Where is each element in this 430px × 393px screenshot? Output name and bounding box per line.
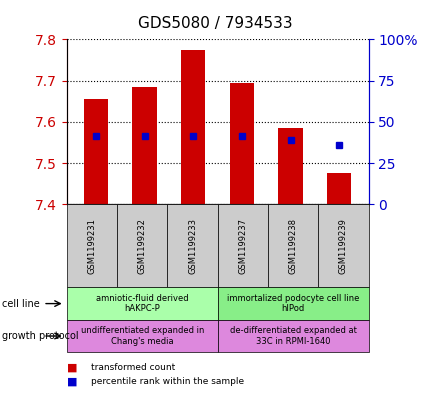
Bar [326, 173, 350, 204]
Text: cell line: cell line [2, 299, 40, 309]
Text: GSM1199238: GSM1199238 [288, 218, 297, 274]
Bar [181, 50, 205, 204]
Text: undifferentiated expanded in
Chang's media: undifferentiated expanded in Chang's med… [80, 326, 203, 346]
Text: percentile rank within the sample: percentile rank within the sample [90, 377, 243, 386]
Bar [229, 83, 254, 204]
Bar [132, 87, 157, 204]
Text: GSM1199232: GSM1199232 [138, 218, 146, 274]
Text: GSM1199231: GSM1199231 [87, 218, 96, 274]
Bar [84, 99, 108, 204]
Text: growth protocol: growth protocol [2, 331, 79, 341]
Text: GSM1199237: GSM1199237 [238, 218, 247, 274]
Text: de-differentiated expanded at
33C in RPMI-1640: de-differentiated expanded at 33C in RPM… [229, 326, 356, 346]
Text: GSM1199233: GSM1199233 [187, 218, 197, 274]
Bar [278, 128, 302, 204]
Text: GDS5080 / 7934533: GDS5080 / 7934533 [138, 16, 292, 31]
Text: amniotic-fluid derived
hAKPC-P: amniotic-fluid derived hAKPC-P [96, 294, 188, 313]
Text: ■: ■ [67, 362, 77, 373]
Text: ■: ■ [67, 376, 77, 386]
Text: transformed count: transformed count [90, 363, 174, 372]
Text: immortalized podocyte cell line
hIPod: immortalized podocyte cell line hIPod [226, 294, 359, 313]
Text: GSM1199239: GSM1199239 [338, 218, 347, 274]
